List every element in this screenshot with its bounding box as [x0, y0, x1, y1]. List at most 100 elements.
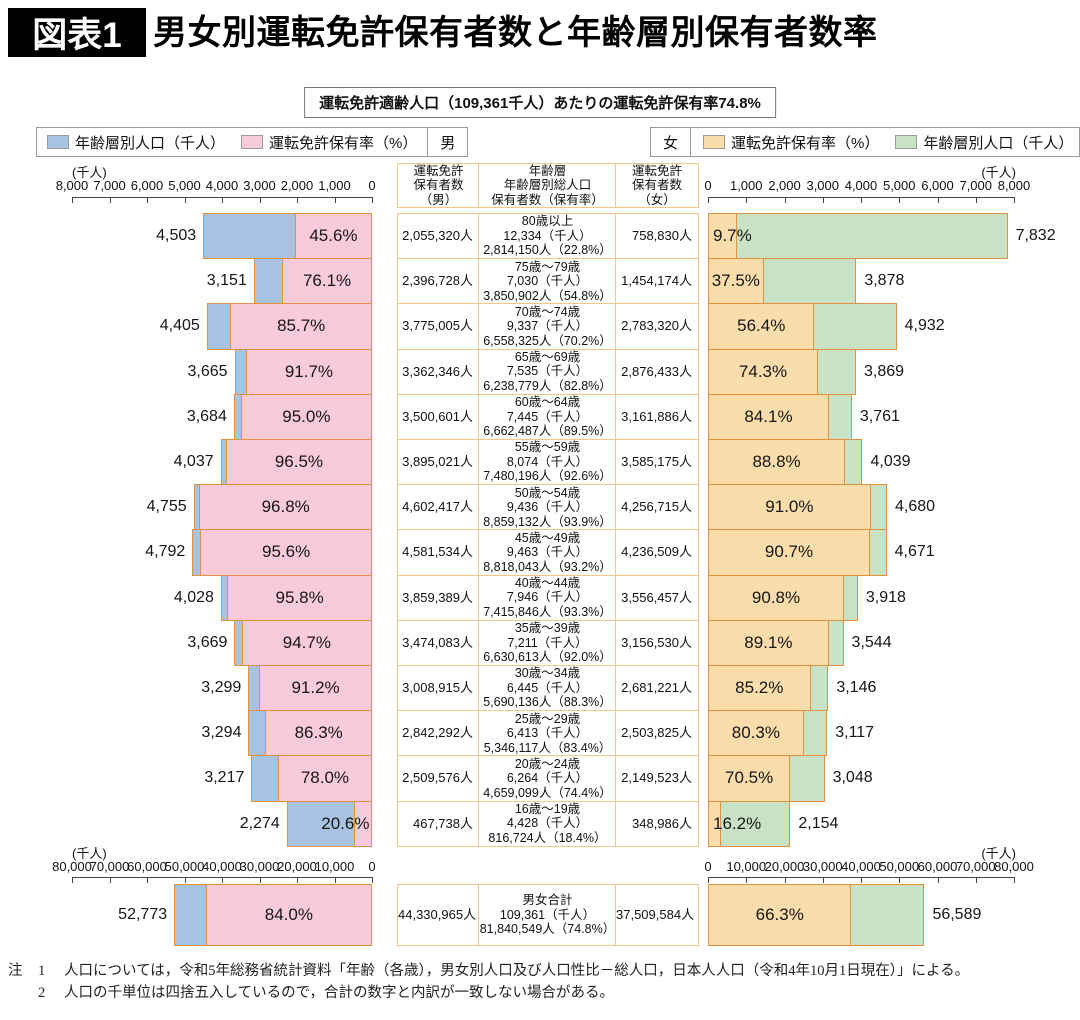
- female-bottom-axis-tick-label: 80,000: [994, 859, 1034, 874]
- female-population-label: 4,680: [895, 498, 936, 516]
- table-cell-age-group-line: 816,724人（18.4%）: [488, 830, 607, 845]
- footnote-number: 2: [38, 985, 46, 1001]
- female-top-axis-tick-mark: [708, 197, 709, 203]
- female-bottom-axis-tick-label: 30,000: [802, 859, 843, 874]
- male-bar-rate: [227, 574, 372, 621]
- female-bar-population: [813, 303, 897, 350]
- male-top-axis-tick-mark: [372, 197, 373, 203]
- male-top-axis-tick-label: 8,000: [55, 178, 89, 193]
- table-cell-age-group-line: 8,859,132人（93.9%）: [483, 514, 612, 529]
- female-population-label: 3,048: [832, 769, 873, 787]
- female-rate-label: 56.4%: [737, 316, 786, 336]
- male-population-label: 2,274: [239, 814, 280, 832]
- table-cell-total-age-line: 109,361（千人）: [499, 907, 596, 922]
- male-bottom-axis-tick-label: 20,000: [277, 859, 317, 874]
- male-bottom-axis-tick-mark: [372, 877, 373, 883]
- female-population-label: 3,869: [863, 362, 905, 380]
- table-cell-age-group-line: 80歳以上: [521, 214, 574, 229]
- female-rate-label: 70.5%: [725, 768, 774, 788]
- male-bar-rate: [265, 710, 372, 757]
- female-bottom-axis-tick-mark: [899, 877, 901, 883]
- male-rate-label: 95.6%: [261, 542, 311, 562]
- male-bar-rate: [354, 800, 372, 847]
- table-cell-male-holders: 4,602,417人: [397, 484, 480, 531]
- table-cell-age-group-line: 4,428（千人）: [506, 816, 589, 831]
- table-cell-age-group-line: 30歳～34歳: [514, 666, 581, 681]
- table-cell-age-group-line: 6,264（千人）: [506, 771, 589, 786]
- female-rate-swatch: [703, 135, 726, 149]
- table-cell-age-group: 55歳～59歳 8,074（千人） 7,480,196人（92.6%）: [478, 439, 617, 486]
- male-rate-label: 78.0%: [300, 768, 350, 788]
- table-cell-age-group: 35歳～39歳 7,211（千人） 6,630,613人（92.0%）: [478, 619, 617, 666]
- male-bar-rate: [277, 755, 372, 802]
- male-bottom-axis-tick-mark: [184, 877, 186, 883]
- male-top-axis-tick-mark: [334, 197, 336, 203]
- male-population-label: 3,669: [187, 633, 228, 651]
- female-rate-label: 84.1%: [744, 406, 793, 426]
- female-bar-rate: [708, 258, 764, 305]
- female-rate-label: 80.3%: [731, 723, 780, 743]
- female-bottom-axis-tick-label: 0: [704, 859, 712, 874]
- female-population-label: 3,146: [836, 679, 877, 696]
- female-top-axis-tick-label: 0: [704, 178, 712, 193]
- male-top-axis-tick-label: 7,000: [93, 178, 126, 193]
- male-rate-label: 96.8%: [261, 497, 310, 517]
- male-population-label: 52,773: [118, 906, 168, 923]
- female-top-axis-tick-mark: [937, 197, 939, 203]
- female-bottom-axis-tick-mark: [1014, 877, 1015, 883]
- male-population-label: 3,665: [187, 362, 228, 380]
- table-cell-age-group-line: 4,659,099人（74.4%）: [483, 785, 612, 800]
- female-bottom-axis-tick-label: 60,000: [917, 859, 958, 874]
- table-cell-age-group-line: 2,814,150人（22.8%）: [483, 243, 612, 258]
- male-bottom-axis-tick-label: 10,000: [314, 859, 355, 874]
- table-cell-age-group-line: 5,690,136人（88.3%）: [483, 695, 612, 710]
- male-top-axis-tick-label: 2,000: [280, 178, 314, 193]
- male-bottom-axis-tick-mark: [297, 877, 298, 883]
- table-cell-age-group-line: 7,030（千人）: [506, 274, 589, 289]
- table-cell-age-group-line: 6,662,487人（89.5%）: [483, 424, 612, 439]
- table-header-female-line: 保有者数: [631, 178, 682, 193]
- female-bar-population: [809, 665, 829, 712]
- female-rate-label: 88.8%: [752, 452, 801, 471]
- table-cell-total-female-holders: 37,509,584人: [615, 884, 699, 946]
- male-population-label: 3,684: [186, 407, 227, 425]
- male-bottom-axis-tick-mark: [72, 877, 73, 883]
- table-cell-male-holders: 2,509,576人: [397, 755, 480, 802]
- male-top-axis-tick-label: 5,000: [168, 178, 201, 193]
- female-population-label: 3,878: [864, 272, 905, 290]
- table-cell-total-age: 男女合計 109,361（千人） 81,840,549人（74.8%）: [478, 884, 617, 946]
- male-bottom-axis-tick-label: 30,000: [239, 859, 280, 874]
- male-bottom-axis-tick-mark: [109, 877, 111, 883]
- table-header-age: 年齢層 年齢層別総人口 保有者数（保有率）: [478, 163, 617, 208]
- table-cell-male-holders: 2,055,320人: [397, 213, 480, 260]
- male-bar-rate: [230, 303, 372, 350]
- male-rate-label: 85.7%: [277, 316, 326, 336]
- female-rate-label: 66.3%: [755, 905, 804, 924]
- male-bar-population: [251, 755, 279, 802]
- table-cell-total-male-holders: 44,330,965人: [397, 884, 480, 946]
- male-bar-rate: [282, 258, 372, 305]
- male-bar-rate: [205, 884, 372, 946]
- male-bar-population: [203, 213, 296, 260]
- table-cell-female-holders: 2,149,523人: [615, 755, 699, 802]
- female-bottom-axis-tick-mark: [822, 877, 824, 883]
- male-top-axis-tick-mark: [184, 197, 186, 203]
- female-population-label: 4,671: [894, 543, 935, 561]
- table-cell-age-group: 75歳～79歳 7,030（千人） 3,850,902人（54.8%）: [478, 258, 617, 305]
- table-cell-female-holders: 4,256,715人: [615, 484, 699, 531]
- table-cell-age-group-line: 5,346,117人（83.4%）: [483, 740, 612, 755]
- female-top-axis-tick-mark: [861, 197, 862, 203]
- table-cell-total-age-line: 男女合計: [522, 893, 573, 908]
- table-cell-age-group-line: 9,436（千人）: [506, 500, 589, 515]
- female-rate-label: 90.8%: [751, 587, 801, 607]
- table-cell-age-group-line: 40歳～44歳: [514, 575, 581, 590]
- male-top-axis-tick-label: 1,000: [318, 178, 351, 193]
- table-header-female-line: （女）: [638, 192, 676, 207]
- table-header-male-line: （男）: [419, 192, 458, 207]
- table-cell-age-group-line: 6,413（千人）: [506, 726, 589, 741]
- female-bottom-axis-tick-label: 10,000: [726, 859, 767, 874]
- male-top-axis-tick-label: 6,000: [130, 178, 164, 193]
- female-bar-population: [843, 574, 858, 621]
- table-cell-age-group-line: 6,238,779人（82.8%）: [483, 378, 612, 393]
